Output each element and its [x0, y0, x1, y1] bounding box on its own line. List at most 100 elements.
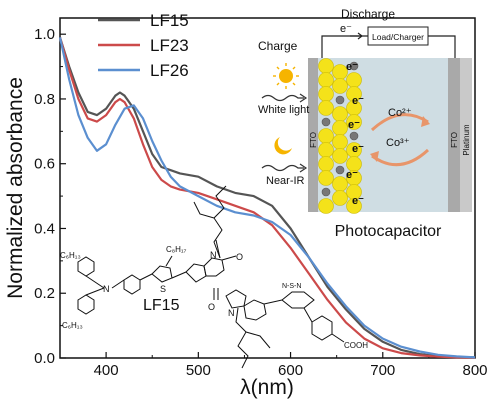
co3-label: Co³⁺	[386, 137, 410, 149]
dye-particle	[349, 61, 359, 71]
alkyl-chain-bottom	[235, 307, 249, 369]
white-light-arrowhead-icon	[299, 93, 308, 103]
x-axis-ticks: 400 500 600 700 800	[59, 352, 488, 379]
thiophene-s-label: S	[160, 284, 166, 294]
dye-particle	[335, 165, 345, 175]
benzene-ring	[243, 299, 267, 321]
near-ir-label: Near-IR	[266, 175, 305, 187]
tio2-particle	[318, 142, 334, 158]
photocapacitor-label: Photocapacitor	[335, 223, 442, 240]
tio2-particle	[318, 128, 334, 144]
x-tick-label: 700	[370, 362, 395, 379]
tio2-particle	[318, 72, 334, 88]
alkyl-chain-top-branch	[193, 201, 215, 219]
electron-label: e⁻	[352, 95, 364, 107]
photocapacitor-inset: Discharge e⁻ Load/Charger Charge FTO FTO…	[258, 7, 472, 240]
y-axis-ticks: 0.0 0.2 0.4 0.6 0.8 1.0	[34, 26, 66, 367]
c8h17-label: C₈H₁₇	[166, 245, 187, 254]
white-light-label: White light	[258, 104, 309, 116]
x-axis-title: λ(nm)	[240, 376, 294, 399]
y-tick-label: 1.0	[34, 26, 55, 43]
dye-particle	[321, 187, 331, 197]
carbonyl-o-label-bottom: O	[208, 302, 215, 312]
series-layer	[58, 37, 476, 359]
y-tick-label: 0.8	[34, 91, 55, 108]
carbonyl-o-label-top: O	[236, 252, 243, 262]
electron-label: e⁻	[348, 119, 360, 131]
ring-n-label-top: N	[210, 250, 217, 260]
amine-n-label: N	[103, 284, 110, 294]
redox-arrowhead-bottom-icon	[370, 151, 379, 162]
series-line-lf15	[58, 37, 476, 359]
dye-particle	[335, 95, 345, 105]
electron-label-wire: e⁻	[340, 23, 352, 35]
co2-label: Co²⁺	[388, 107, 412, 119]
tio2-particle	[318, 58, 334, 74]
phenyl-ring	[123, 274, 141, 295]
tio2-particle	[346, 114, 362, 130]
alkyl-chain-bottom-branch	[245, 331, 271, 349]
c6h13-bottom-label: C₆H₁₃	[62, 321, 83, 330]
dye-particle	[321, 117, 331, 127]
molecule-labels: C₆H₁₃ C₆H₁₃ N C₈H₁₇ S O N O N N-S-N COOH…	[60, 245, 368, 350]
benzene-ring	[203, 257, 225, 277]
alkyl-chain-top	[213, 185, 227, 259]
tio2-particle	[318, 86, 334, 102]
tio2-particle	[332, 106, 348, 122]
btz-ring	[281, 291, 315, 309]
fto-right-label: FTO	[450, 132, 459, 148]
cooh-label: COOH	[344, 341, 368, 350]
moon-icon	[274, 137, 292, 155]
ring-n-label-bottom: N	[228, 308, 235, 318]
tio2-particle	[318, 170, 334, 186]
electron-label: e⁻	[346, 169, 358, 181]
plot-frame	[59, 17, 476, 359]
legend-label-lf15: LF15	[150, 11, 189, 30]
redox-arrowhead-top-icon	[421, 116, 430, 127]
near-ir-wave-icon	[261, 164, 304, 172]
c6h13-top-label: C₆H₁₃	[60, 251, 81, 260]
tio2-particle	[346, 198, 362, 214]
electron-label: e⁻	[352, 195, 364, 207]
platinum-label: Platinum	[462, 124, 471, 155]
dye-particle	[349, 131, 359, 141]
near-ir-arrowhead-icon	[299, 163, 308, 173]
x-tick-label: 800	[462, 362, 487, 379]
tio2-particle	[332, 134, 348, 150]
series-line-lf23	[58, 37, 476, 359]
x-tick-label: 600	[278, 362, 303, 379]
sun-icon	[273, 63, 299, 89]
legend-label-lf26: LF26	[150, 61, 189, 80]
y-tick-label: 0.6	[34, 156, 55, 173]
y-tick-label: 0.2	[34, 285, 55, 302]
electron-label: e⁻	[346, 61, 358, 73]
fto-left-label: FTO	[309, 132, 318, 148]
tio2-particle	[332, 78, 348, 94]
tio2-particle	[346, 72, 362, 88]
tio2-particle	[318, 198, 334, 214]
indolone-ring	[185, 263, 207, 283]
y-axis-title: Normalized absorbance	[4, 77, 27, 299]
fto-right-electrode	[448, 58, 460, 212]
discharge-label: Discharge	[341, 7, 395, 21]
phenyl-ring	[77, 256, 95, 277]
platinum-layer	[460, 58, 472, 212]
x-tick-label: 400	[94, 362, 119, 379]
tio2-particle	[318, 100, 334, 116]
tio2-particle	[318, 156, 334, 172]
molecule-structure	[77, 185, 345, 369]
electron-label: e⁻	[352, 143, 364, 155]
fto-left-electrode	[308, 58, 318, 212]
tio2-particle	[332, 120, 348, 136]
phenyl-ring	[77, 294, 95, 315]
load-charger-label: Load/Charger	[372, 32, 424, 42]
tio2-particle-layer	[318, 58, 362, 214]
x-tick-label: 500	[186, 362, 211, 379]
y-tick-label: 0.4	[34, 220, 55, 237]
charge-label: Charge	[258, 39, 298, 53]
white-light-wave-icon	[261, 94, 304, 102]
load-charger-box	[367, 26, 429, 46]
legend-label-lf23: LF23	[150, 36, 189, 55]
legend: LF15 LF23 LF26	[98, 11, 189, 80]
